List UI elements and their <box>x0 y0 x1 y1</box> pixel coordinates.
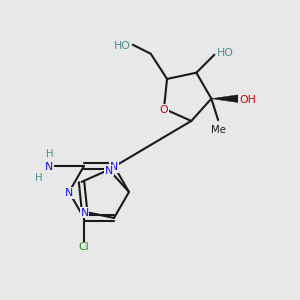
Text: O: O <box>160 105 168 115</box>
Text: N: N <box>45 162 54 172</box>
Text: Me: Me <box>211 125 226 135</box>
Text: HO: HO <box>114 41 131 51</box>
Text: HO: HO <box>217 48 233 58</box>
Text: OH: OH <box>239 95 256 105</box>
Text: N: N <box>110 162 118 172</box>
Polygon shape <box>212 95 239 103</box>
Text: H: H <box>35 172 43 182</box>
Text: H: H <box>46 148 53 158</box>
Text: N: N <box>65 188 73 198</box>
Text: Cl: Cl <box>79 242 89 253</box>
Text: N: N <box>105 166 113 176</box>
Text: N: N <box>80 208 89 218</box>
